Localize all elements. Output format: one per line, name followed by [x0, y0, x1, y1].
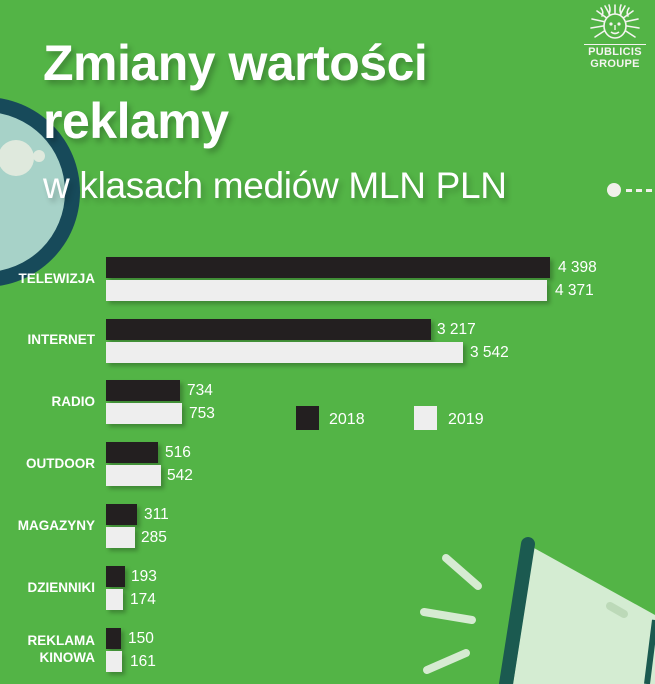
- bar-kino-2018: [106, 628, 121, 649]
- value-outdoor-2018: 516: [165, 444, 191, 461]
- bar-telewizja-2018: [106, 257, 550, 278]
- bar-magazyny-2019: [106, 527, 135, 548]
- publicis-logo: PUBLICIS GROUPE: [580, 2, 650, 70]
- title-line-1: Zmiany wartości: [43, 35, 428, 91]
- lion-head-icon: [590, 4, 640, 39]
- bar-internet-2019: [106, 342, 463, 363]
- bar-radio-2018: [106, 380, 180, 401]
- megaphone-icon: [420, 537, 655, 684]
- bar-telewizja-2019: [106, 280, 547, 301]
- value-radio-2018: 734: [187, 382, 213, 399]
- bar-kino-2019: [106, 651, 122, 672]
- decorative-dot-small: [33, 150, 45, 162]
- value-telewizja-2018: 4 398: [558, 259, 597, 276]
- page-title: Zmiany wartości reklamy: [43, 34, 428, 150]
- logo-text-line-1: PUBLICIS: [588, 46, 642, 58]
- category-label-telewizja: TELEWIZJA: [18, 271, 96, 286]
- bar-internet-2018: [106, 319, 431, 340]
- category-label-reklama-kinowa: REKLAMA KINOWA: [28, 632, 96, 666]
- legend-swatch-2019: [414, 406, 437, 430]
- dashed-line-decoration: [626, 189, 655, 192]
- category-label-magazyny: MAGAZYNY: [17, 518, 95, 533]
- category-label-kino-line-2: KINOWA: [39, 650, 96, 665]
- category-label-outdoor: OUTDOOR: [26, 456, 95, 471]
- value-magazyny-2018: 311: [144, 506, 169, 523]
- bar-radio-2019: [106, 403, 182, 424]
- value-kino-2018: 150: [128, 630, 154, 647]
- value-dzienniki-2019: 174: [130, 591, 156, 608]
- category-label-kino-line-1: REKLAMA: [27, 633, 96, 648]
- bar-outdoor-2018: [106, 442, 158, 463]
- bar-dzienniki-2019: [106, 589, 123, 610]
- category-label-radio: RADIO: [51, 394, 96, 409]
- logo-divider: [584, 44, 646, 45]
- legend-swatch-2018: [296, 406, 319, 430]
- title-line-2: reklamy: [43, 93, 229, 149]
- page-subtitle: w klasach mediów MLN PLN: [43, 165, 507, 206]
- bar-magazyny-2018: [106, 504, 137, 525]
- category-label-dzienniki: DZIENNIKI: [27, 580, 96, 595]
- legend-label-2018: 2018: [329, 411, 365, 428]
- value-kino-2019: 161: [130, 653, 156, 670]
- value-internet-2019: 3 542: [470, 344, 509, 361]
- bar-outdoor-2019: [106, 465, 161, 486]
- value-outdoor-2019: 542: [167, 467, 193, 484]
- value-dzienniki-2018: 193: [131, 568, 157, 585]
- logo-text-line-2: GROUPE: [590, 58, 640, 70]
- decorative-dot: [0, 140, 34, 176]
- bar-dzienniki-2018: [106, 566, 125, 587]
- legend-label-2019: 2019: [448, 411, 484, 428]
- bullet-dot-icon: [607, 183, 621, 197]
- value-internet-2018: 3 217: [437, 321, 476, 338]
- value-radio-2019: 753: [189, 405, 215, 422]
- value-telewizja-2019: 4 371: [555, 282, 594, 299]
- value-magazyny-2019: 285: [141, 529, 167, 546]
- category-label-internet: INTERNET: [27, 332, 96, 347]
